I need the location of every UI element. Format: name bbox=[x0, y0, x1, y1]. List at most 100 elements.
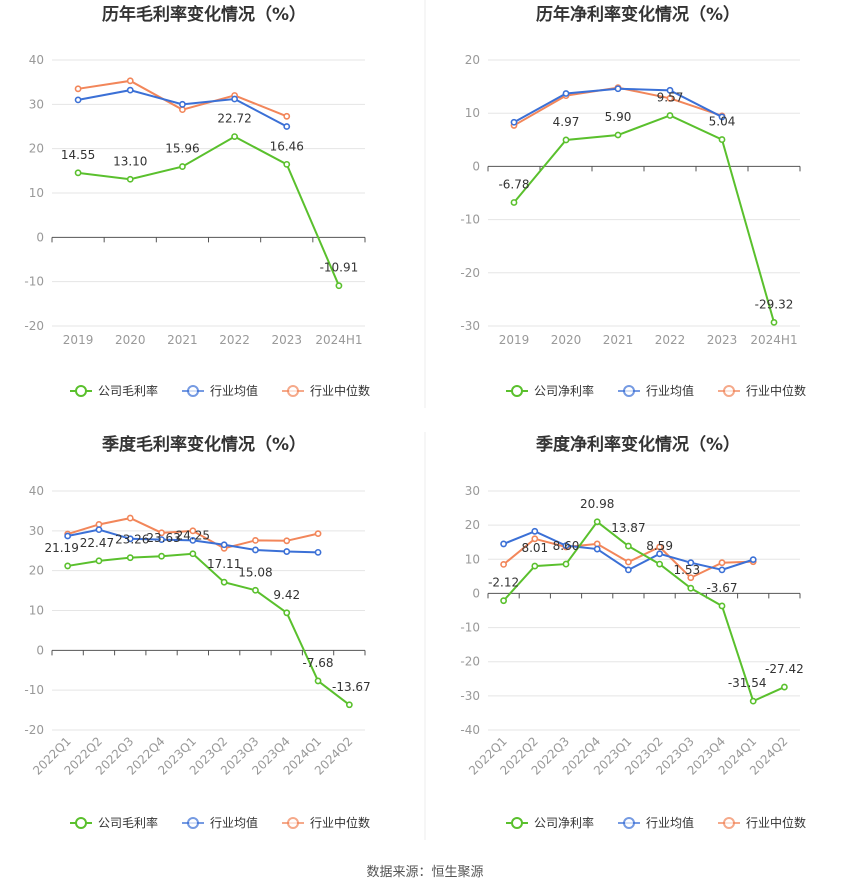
chart-panel-1: 历年毛利率变化情况（%） -20 -10 0 10 20 30 40 2019 2020 2021 2… bbox=[24, 4, 370, 398]
chart-title: 季度净利率变化情况（%） bbox=[536, 434, 740, 455]
data-label: 15.96 bbox=[165, 142, 199, 156]
x-tick-label: 2022 bbox=[655, 333, 686, 347]
legend-swatch-marker bbox=[287, 385, 299, 397]
data-point-company bbox=[252, 586, 259, 594]
data-point-company bbox=[126, 175, 134, 183]
data-point-company bbox=[625, 542, 632, 550]
chart-panel-4: 季度净利率变化情况（%）-40-30-20-1001020302022Q1202… bbox=[460, 434, 806, 830]
data-point-industry_median bbox=[179, 106, 186, 114]
data-point-industry_avg bbox=[531, 527, 539, 535]
x-tick-label: 2023 bbox=[271, 333, 302, 347]
data-point-industry_median bbox=[314, 530, 322, 538]
data-label: 16.46 bbox=[270, 139, 304, 153]
data-point-company bbox=[781, 683, 788, 691]
x-tick-label: 2020 bbox=[551, 333, 582, 347]
data-point-industry_avg bbox=[283, 123, 291, 130]
data-label: 13.87 bbox=[611, 521, 645, 535]
data-point-company bbox=[562, 136, 570, 144]
y-tick-label: 0 bbox=[36, 643, 44, 657]
y-tick-label: 10 bbox=[465, 552, 480, 566]
legend-item-company: 公司毛利率 bbox=[70, 383, 158, 398]
chart-title: 季度毛利率变化情况（%） bbox=[102, 434, 306, 455]
legend-label: 行业均值 bbox=[646, 815, 694, 830]
data-label: -3.67 bbox=[706, 581, 737, 595]
data-label: 22.47 bbox=[80, 536, 114, 550]
y-tick-label: 40 bbox=[29, 53, 44, 67]
y-tick-label: -20 bbox=[460, 655, 480, 669]
y-tick-label: 20 bbox=[465, 518, 480, 532]
data-point-company bbox=[335, 282, 343, 290]
data-point-industry_avg bbox=[656, 550, 663, 558]
data-point-industry_median bbox=[718, 559, 726, 567]
legend-label: 公司净利率 bbox=[534, 815, 594, 830]
y-tick-label: 10 bbox=[29, 604, 44, 618]
data-point-company bbox=[74, 169, 82, 177]
data-point-industry_median bbox=[126, 514, 134, 522]
data-source-note: 数据来源：恒生聚源 bbox=[366, 865, 484, 880]
data-label: 21.19 bbox=[44, 541, 78, 555]
y-tick-label: 0 bbox=[472, 586, 480, 600]
legend-label: 行业中位数 bbox=[310, 383, 370, 398]
data-point-industry_median bbox=[531, 535, 539, 543]
y-tick-label: -20 bbox=[460, 266, 480, 280]
data-point-industry_avg bbox=[562, 90, 570, 97]
y-tick-label: 20 bbox=[29, 564, 44, 578]
chart-panel-2: 历年净利率变化情况（%） -30 -20 -10 0 10 20 2019 2020 2021 20… bbox=[460, 4, 806, 398]
legend-swatch-marker bbox=[623, 817, 635, 829]
legend-swatch-marker bbox=[287, 817, 299, 829]
data-point-industry_avg bbox=[625, 566, 632, 574]
data-label: 1.53 bbox=[673, 563, 700, 577]
data-point-industry_avg bbox=[220, 541, 228, 549]
data-point-company bbox=[687, 584, 695, 592]
legend-item-industry_median: 行业中位数 bbox=[282, 383, 370, 398]
data-point-industry_avg bbox=[189, 536, 197, 544]
data-label: 20.98 bbox=[580, 497, 614, 511]
data-point-industry_median bbox=[252, 536, 259, 544]
data-label: 17.11 bbox=[207, 557, 241, 571]
legend-label: 行业中位数 bbox=[746, 383, 806, 398]
data-point-industry_median bbox=[687, 574, 695, 582]
data-point-company bbox=[283, 609, 291, 617]
y-tick-label: 20 bbox=[465, 53, 480, 67]
data-point-industry_avg bbox=[231, 95, 238, 103]
legend-label: 公司毛利率 bbox=[98, 815, 158, 830]
x-tick-label: 2022 bbox=[219, 333, 250, 347]
legend-swatch-marker bbox=[723, 817, 735, 829]
data-point-company bbox=[189, 550, 197, 558]
y-tick-label: -20 bbox=[24, 319, 44, 333]
y-tick-label: 10 bbox=[465, 106, 480, 120]
data-point-company bbox=[126, 554, 134, 562]
legend-item-industry_avg: 行业均值 bbox=[618, 383, 694, 398]
data-label: 9.57 bbox=[657, 90, 684, 104]
data-label: -7.68 bbox=[303, 656, 334, 670]
legend-swatch-marker bbox=[511, 817, 523, 829]
y-tick-label: -10 bbox=[460, 213, 480, 227]
legend-item-company: 公司净利率 bbox=[506, 815, 594, 830]
legend-swatch-marker bbox=[623, 385, 635, 397]
data-point-company bbox=[656, 560, 663, 568]
data-point-company bbox=[345, 701, 353, 709]
y-tick-label: 40 bbox=[29, 484, 44, 498]
data-label: 13.10 bbox=[113, 154, 147, 168]
data-point-company bbox=[718, 136, 726, 143]
data-point-industry_avg bbox=[64, 532, 72, 540]
data-label: 14.55 bbox=[61, 148, 95, 162]
series-line-company bbox=[502, 520, 785, 703]
legend-label: 行业中位数 bbox=[746, 815, 806, 830]
y-tick-label: -10 bbox=[460, 621, 480, 635]
legend-label: 行业中位数 bbox=[310, 815, 370, 830]
x-tick-label: 2019 bbox=[63, 333, 94, 347]
data-label: 8.01 bbox=[521, 541, 548, 555]
data-point-company bbox=[770, 318, 778, 326]
legend-label: 行业均值 bbox=[210, 815, 258, 830]
x-tick-label: 2020 bbox=[115, 333, 146, 347]
y-tick-label: -10 bbox=[24, 275, 44, 289]
legend-swatch-marker bbox=[75, 385, 87, 397]
series-line-company bbox=[513, 114, 775, 323]
data-point-industry_avg bbox=[126, 535, 134, 543]
legend-swatch-marker bbox=[511, 385, 523, 397]
data-point-company bbox=[531, 562, 539, 570]
x-tick-label: 2021 bbox=[167, 333, 198, 347]
legend-label: 公司净利率 bbox=[534, 383, 594, 398]
data-point-company bbox=[510, 199, 518, 206]
